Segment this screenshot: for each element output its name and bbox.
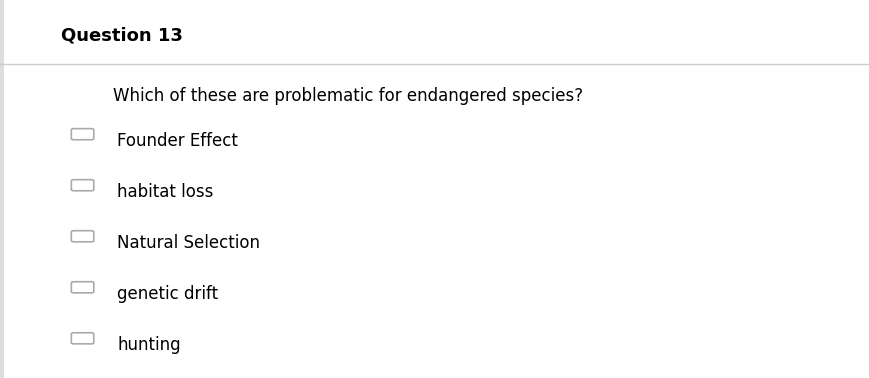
FancyBboxPatch shape — [71, 333, 94, 344]
FancyBboxPatch shape — [71, 282, 94, 293]
FancyBboxPatch shape — [71, 129, 94, 140]
FancyBboxPatch shape — [71, 231, 94, 242]
FancyBboxPatch shape — [71, 180, 94, 191]
Text: hunting: hunting — [117, 336, 181, 355]
Text: Natural Selection: Natural Selection — [117, 234, 260, 253]
Text: genetic drift: genetic drift — [117, 285, 218, 304]
Text: habitat loss: habitat loss — [117, 183, 214, 201]
Bar — [0, 0, 4, 378]
Text: Founder Effect: Founder Effect — [117, 132, 238, 150]
Text: Which of these are problematic for endangered species?: Which of these are problematic for endan… — [113, 87, 582, 105]
Text: Question 13: Question 13 — [61, 26, 182, 45]
